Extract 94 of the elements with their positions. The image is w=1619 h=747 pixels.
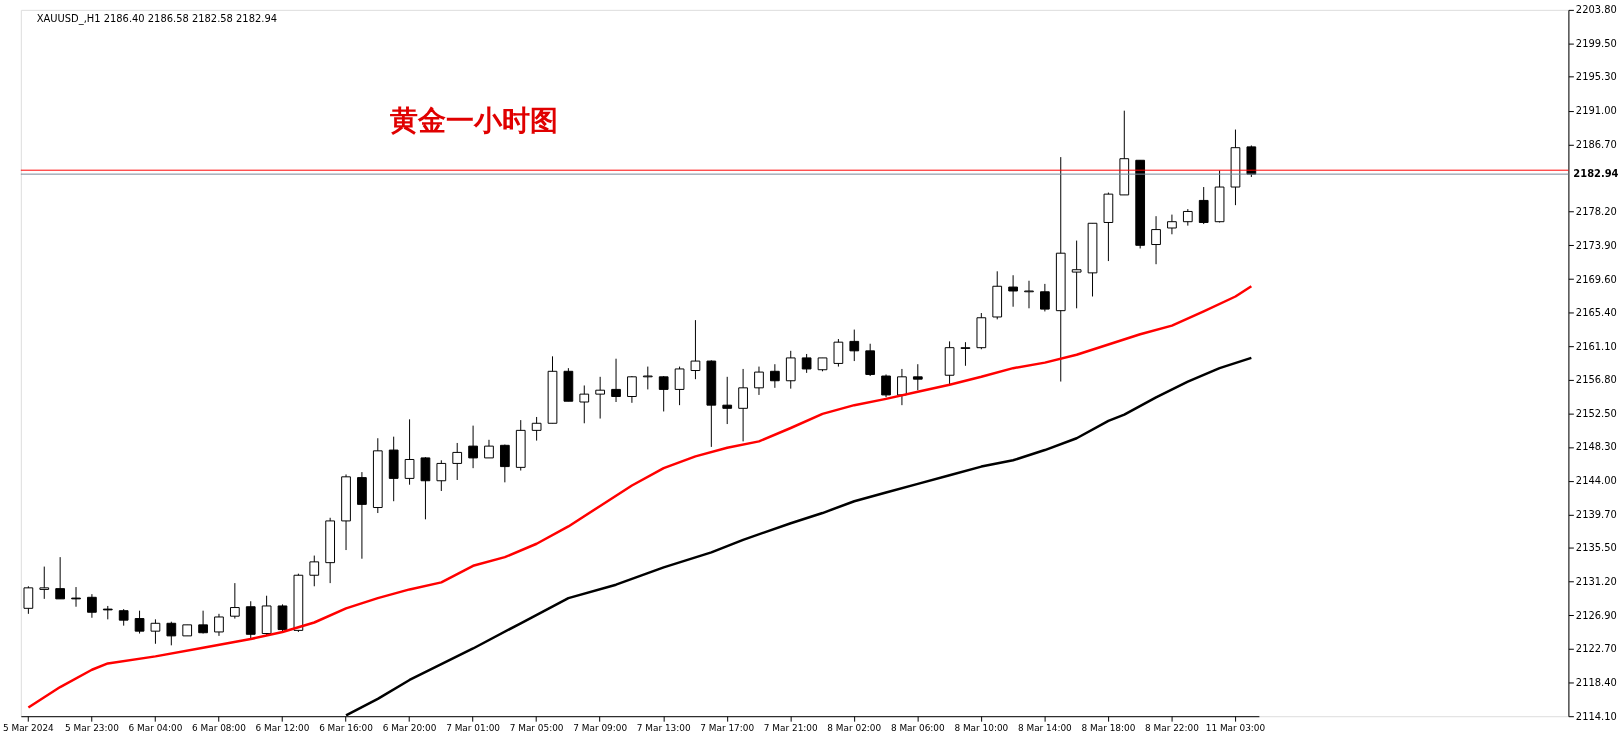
candlestick <box>1040 283 1050 312</box>
y-tick-label: 2195.30 <box>1575 71 1617 83</box>
line-series <box>27 285 1253 709</box>
candlestick <box>55 556 66 600</box>
y-tick-label: 2118.40 <box>1575 676 1617 688</box>
candlestick <box>865 343 876 377</box>
y-tick-label: 2126.90 <box>1575 609 1617 621</box>
x-tick-label: 11 Mar 03:00 <box>1205 722 1266 733</box>
candlestick <box>595 376 606 420</box>
y-tick-label: 2173.90 <box>1575 239 1617 251</box>
candlestick <box>881 373 891 398</box>
x-tick-label: 8 Mar 02:00 <box>827 722 882 733</box>
x-tick-label: 6 Mar 12:00 <box>255 722 310 733</box>
x-tick-label: 8 Mar 06:00 <box>890 722 946 733</box>
candlestick <box>1151 215 1161 265</box>
y-tick-label: 2139.70 <box>1575 509 1617 521</box>
candlestick <box>420 456 431 520</box>
candlestick <box>912 363 923 391</box>
candlestick <box>71 586 81 608</box>
candlestick <box>404 418 415 486</box>
candlestick <box>499 444 510 483</box>
y-tick-label: 2114.10 <box>1575 710 1617 722</box>
candlestick <box>436 459 447 492</box>
x-tick-label: 7 Mar 13:00 <box>636 722 691 733</box>
candlestick <box>1167 214 1177 235</box>
candlestick <box>642 366 653 390</box>
candlestick <box>39 566 50 600</box>
candlestick <box>770 363 780 389</box>
candlestick <box>134 610 145 635</box>
x-tick-label: 7 Mar 21:00 <box>763 722 818 733</box>
y-tick-label: 2169.60 <box>1575 273 1617 285</box>
candlestick <box>611 358 621 403</box>
chart-title: XAUUSD_,H1 2186.40 2186.58 2182.58 2182.94 <box>36 12 277 25</box>
candlestick <box>277 603 288 633</box>
y-tick-label: 2165.40 <box>1575 306 1617 318</box>
candlestick <box>484 439 494 459</box>
y-tick-label: 2135.50 <box>1575 542 1617 554</box>
y-tick-label: 2191.00 <box>1575 105 1617 117</box>
candlestick <box>849 329 860 362</box>
candlestick <box>754 366 764 396</box>
y-tick-label: 2156.80 <box>1575 374 1617 386</box>
candlestick <box>1008 274 1018 308</box>
y-tick-label: 2122.70 <box>1575 642 1617 654</box>
candlestick <box>833 338 844 368</box>
candlestick <box>468 425 478 469</box>
x-tick-label: 7 Mar 17:00 <box>700 722 755 733</box>
candlestick <box>579 384 590 424</box>
x-tick-label: 8 Mar 10:00 <box>954 722 1009 733</box>
candlestick <box>87 593 97 619</box>
y-tick-label: 2199.50 <box>1575 38 1617 50</box>
x-tick-label: 6 Mar 20:00 <box>382 722 437 733</box>
candlestick <box>452 442 463 481</box>
candlestick <box>23 585 34 615</box>
candlestick <box>1024 280 1034 309</box>
y-tick-label: 2178.20 <box>1575 205 1617 217</box>
candlestick <box>1071 240 1082 309</box>
x-tick-label: 6 Mar 16:00 <box>319 722 374 733</box>
ref-line-label: 2182.94 <box>1573 168 1619 180</box>
candlestick <box>627 375 637 404</box>
candlestick <box>198 610 208 635</box>
x-tick-label: 5 Mar 2024 <box>2 722 55 733</box>
candlestick <box>785 350 796 390</box>
x-tick-label: 6 Mar 04:00 <box>128 722 183 733</box>
y-tick-label: 2131.20 <box>1575 576 1617 588</box>
candlestick <box>309 555 320 587</box>
candlestick <box>166 621 177 646</box>
x-tick-label: 7 Mar 05:00 <box>509 722 564 733</box>
candlestick <box>229 582 240 620</box>
candlestick <box>690 319 701 380</box>
x-tick-label: 7 Mar 09:00 <box>573 722 628 733</box>
annotation: 黄金一小时图 <box>388 103 558 137</box>
candlestick <box>674 366 685 406</box>
y-tick-label: 2186.70 <box>1575 138 1617 150</box>
x-tick-label: 6 Mar 08:00 <box>192 722 247 733</box>
y-tick-label: 2152.50 <box>1575 408 1617 420</box>
candlestick <box>531 416 542 442</box>
candlestick <box>722 376 733 425</box>
candlestick <box>738 368 748 442</box>
candlestick <box>801 353 812 374</box>
y-tick-label: 2148.30 <box>1575 441 1617 453</box>
candlestick <box>1198 186 1209 225</box>
x-tick-label: 5 Mar 23:00 <box>65 722 120 733</box>
x-tick-label: 8 Mar 18:00 <box>1081 722 1136 733</box>
y-tick-label: 2203.80 <box>1575 4 1617 16</box>
candlestick <box>658 375 669 412</box>
y-tick-label: 2144.00 <box>1575 475 1617 487</box>
candlestick <box>150 618 161 645</box>
y-tick-label: 2161.10 <box>1575 340 1617 352</box>
x-tick-label: 8 Mar 22:00 <box>1145 722 1200 733</box>
x-tick-label: 8 Mar 14:00 <box>1017 722 1073 733</box>
candlestick <box>897 368 907 406</box>
candlestick <box>214 613 224 637</box>
candlestick <box>960 341 971 367</box>
x-tick-label: 7 Mar 01:00 <box>446 722 501 733</box>
